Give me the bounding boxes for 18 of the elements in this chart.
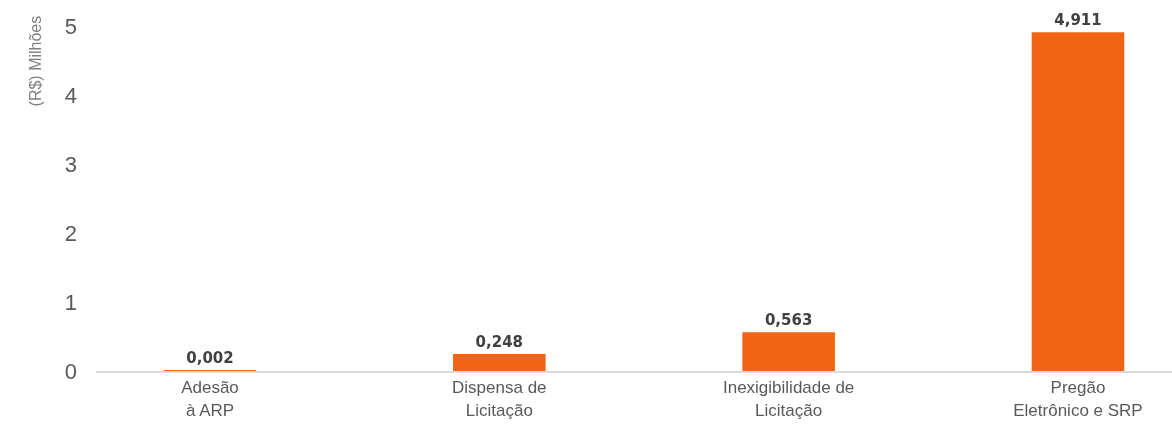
x-tick-label: Inexigibilidade de Licitação — [722, 378, 855, 420]
y-tick-label: 4 — [64, 82, 77, 108]
data-label: 0,002 — [186, 349, 234, 367]
x-tick-label: Pregão Eletrônico e SRP — [1013, 378, 1143, 420]
bar — [453, 353, 546, 371]
y-tick-label: 1 — [64, 289, 77, 315]
x-tick-label: Adesão à ARP — [181, 378, 239, 420]
bar — [742, 332, 835, 371]
y-tick-label: 2 — [64, 220, 77, 246]
data-label: 0,248 — [475, 332, 524, 351]
data-label: 4,911 — [1054, 11, 1102, 30]
y-tick-label: 0 — [64, 358, 77, 384]
y-tick-label: 3 — [64, 151, 77, 177]
y-tick-label: 5 — [64, 13, 77, 39]
bar — [1031, 32, 1125, 371]
x-tick-label: Dispensa de Licitação — [452, 378, 547, 420]
y-axis-title: (R$) Milhões — [26, 15, 44, 107]
data-label: 0,563 — [764, 311, 813, 330]
